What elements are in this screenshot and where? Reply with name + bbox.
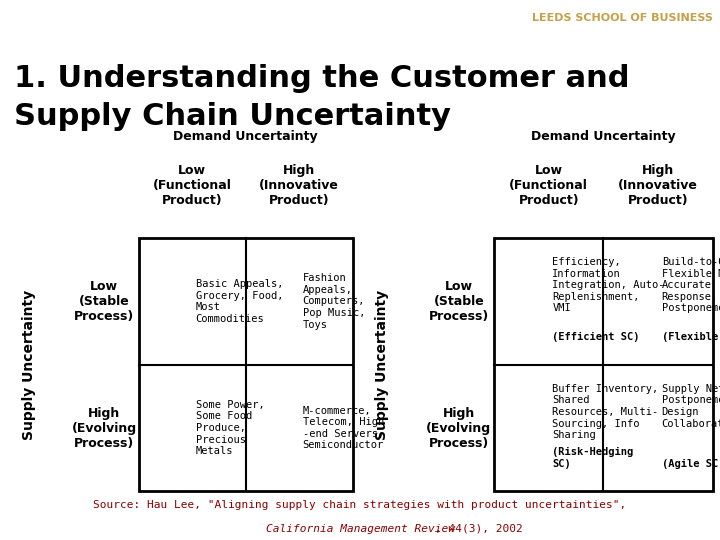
Bar (494, 238, 713, 491)
Text: High
(Evolving
Process): High (Evolving Process) (71, 407, 137, 450)
Text: LEEDS SCHOOL OF BUSINESS: LEEDS SCHOOL OF BUSINESS (532, 12, 713, 23)
Text: Supply Network,
Postponement,
Design
Collaboration: Supply Network, Postponement, Design Col… (662, 384, 720, 429)
Text: High
(Evolving
Process): High (Evolving Process) (426, 407, 491, 450)
Text: UNIVERSITY OF COLORADO AT BOULDER: UNIVERSITY OF COLORADO AT BOULDER (7, 12, 205, 23)
Text: , 44(3), 2002: , 44(3), 2002 (435, 524, 523, 534)
Text: High
(Innovative
Product): High (Innovative Product) (259, 164, 339, 206)
Text: 1. Understanding the Customer and: 1. Understanding the Customer and (14, 64, 630, 93)
Text: California Management Review: California Management Review (266, 524, 454, 534)
Text: Low
(Stable
Process): Low (Stable Process) (428, 280, 489, 323)
Text: High
(Innovative
Product): High (Innovative Product) (618, 164, 698, 206)
Text: (Efficient SC): (Efficient SC) (552, 332, 640, 342)
Text: Demand Uncertainty: Demand Uncertainty (531, 130, 676, 143)
Text: Supply Uncertainty: Supply Uncertainty (22, 289, 36, 440)
Text: Supply Chain Uncertainty: Supply Chain Uncertainty (14, 102, 451, 131)
Text: Low
(Functional
Product): Low (Functional Product) (509, 164, 588, 206)
Text: Low
(Stable
Process): Low (Stable Process) (74, 280, 134, 323)
Text: Supply Uncertainty: Supply Uncertainty (375, 289, 390, 440)
Text: Demand Uncertainty: Demand Uncertainty (174, 130, 318, 143)
Text: Basic Appeals,
Grocery, Food,
Most
Commodities: Basic Appeals, Grocery, Food, Most Commo… (196, 279, 283, 324)
Bar (138, 238, 353, 491)
Text: M-commerce,
Telecom, High
-end Servers,
Semiconductor: M-commerce, Telecom, High -end Servers, … (302, 406, 384, 450)
Text: Fashion
Appeals,
Computers,
Pop Music,
Toys: Fashion Appeals, Computers, Pop Music, T… (302, 273, 365, 329)
Text: (Agile SC): (Agile SC) (662, 458, 720, 469)
Text: Low
(Functional
Product): Low (Functional Product) (153, 164, 232, 206)
Text: (Risk-Hedging
SC): (Risk-Hedging SC) (552, 447, 634, 469)
Text: Buffer Inventory,
Shared
Resources, Multi-
Sourcing, Info
Sharing: Buffer Inventory, Shared Resources, Mult… (552, 384, 659, 440)
Text: Build-to-Order,
Flexible Mfg,
Accurate
Response,
Postponement: Build-to-Order, Flexible Mfg, Accurate R… (662, 257, 720, 313)
Text: Some Power,
Some Food
Produce,
Precious
Metals: Some Power, Some Food Produce, Precious … (196, 400, 264, 456)
Text: Efficiency,
Information
Integration, Auto-
Replenishment,
VMI: Efficiency, Information Integration, Aut… (552, 257, 665, 313)
Text: Source: Hau Lee, "Aligning supply chain strategies with product uncertainties",: Source: Hau Lee, "Aligning supply chain … (94, 500, 626, 510)
Text: (Flexible SC): (Flexible SC) (662, 332, 720, 342)
